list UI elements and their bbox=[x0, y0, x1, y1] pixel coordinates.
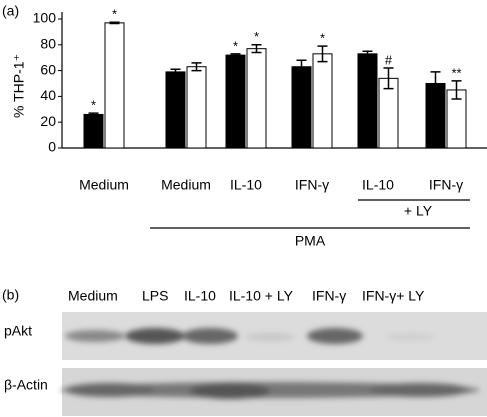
error-bar bbox=[109, 21, 120, 25]
error-bar bbox=[88, 112, 99, 117]
significance-marker: * bbox=[233, 38, 238, 53]
y-tick-label: 60 bbox=[40, 61, 56, 77]
x-tick-label: Medium bbox=[79, 177, 129, 193]
bar bbox=[291, 66, 312, 149]
y-tick-label: 100 bbox=[33, 10, 57, 26]
bar bbox=[357, 53, 378, 149]
significance-marker: * bbox=[112, 7, 117, 22]
blot-bands bbox=[60, 328, 480, 399]
bar bbox=[186, 66, 207, 149]
blot-row-label: pAkt bbox=[4, 323, 32, 339]
significance-marker: # bbox=[385, 52, 393, 67]
panel-label: (b) bbox=[2, 287, 19, 303]
x-tick-label: IL-10 bbox=[230, 177, 262, 193]
bar bbox=[165, 71, 186, 149]
error-bar bbox=[230, 53, 241, 58]
lane-label: IFN-γ bbox=[312, 288, 346, 304]
y-tick-label: 80 bbox=[40, 36, 56, 52]
group-label: PMA bbox=[295, 233, 326, 249]
bar bbox=[246, 48, 267, 149]
error-bar bbox=[191, 62, 202, 72]
error-bar bbox=[451, 80, 462, 100]
error-bar bbox=[317, 45, 328, 63]
significance-marker: * bbox=[254, 29, 259, 44]
error-bar bbox=[170, 68, 181, 76]
x-tick-label: IL-10 bbox=[362, 177, 394, 193]
bar bbox=[312, 53, 333, 149]
error-bar bbox=[430, 71, 441, 96]
bar bbox=[104, 22, 125, 149]
error-bar bbox=[362, 50, 373, 58]
error-bar bbox=[296, 59, 307, 74]
lane-label: IL-10 bbox=[184, 288, 216, 304]
bar bbox=[83, 113, 104, 149]
lane-label: LPS bbox=[142, 288, 168, 304]
panel-label: (a) bbox=[2, 3, 19, 19]
y-tick-label: 0 bbox=[48, 139, 56, 155]
y-tick-label: 40 bbox=[40, 87, 56, 103]
x-tick-label: IFN-γ bbox=[429, 177, 463, 193]
y-axis-label: % THP-1⁺ bbox=[11, 54, 27, 118]
bar bbox=[225, 54, 246, 149]
group-label: + LY bbox=[404, 203, 433, 219]
error-bar bbox=[383, 67, 394, 90]
significance-marker: ** bbox=[451, 65, 461, 80]
x-tick-label: IFN-γ bbox=[295, 177, 329, 193]
y-tick-label: 20 bbox=[40, 113, 56, 129]
x-tick-label: Medium bbox=[161, 177, 211, 193]
lane-label: IFN-γ+ LY bbox=[362, 288, 425, 304]
significance-marker: * bbox=[91, 98, 96, 113]
lane-label: Medium bbox=[68, 288, 118, 304]
lane-label: IL-10 + LY bbox=[229, 288, 294, 304]
blot-row-label: β-Actin bbox=[4, 377, 48, 393]
error-bar bbox=[251, 44, 262, 54]
significance-marker: * bbox=[320, 31, 325, 46]
